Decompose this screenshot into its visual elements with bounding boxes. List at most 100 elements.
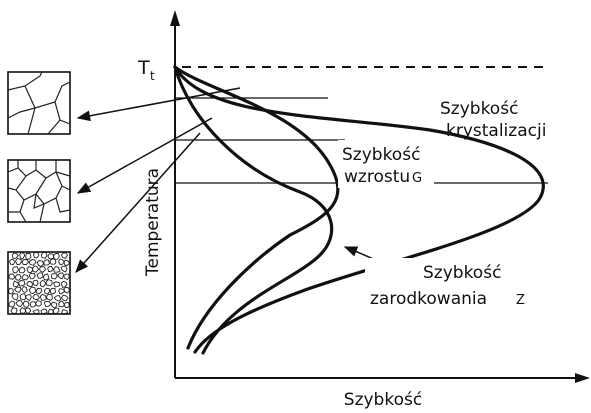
nucleation-label: Szybkość zarodkowania Z — [365, 258, 530, 310]
fine-grain-cell — [8, 258, 16, 265]
nucleation-label-line1: Szybkość — [423, 263, 501, 283]
crystallization-rate-curve — [173, 65, 545, 354]
arrow-to-fine-grains — [75, 132, 201, 274]
fine-grain-cell — [63, 302, 70, 309]
fine-grain-cell — [40, 308, 48, 314]
fine-grain-cell — [17, 280, 26, 287]
fine-grain-cell — [12, 266, 20, 274]
fine-grain-cell — [43, 300, 52, 308]
fine-grain-cell — [32, 252, 40, 259]
axes — [170, 10, 590, 383]
growth-label-line2: wzrostu — [344, 167, 410, 187]
fine-grain-cell — [57, 272, 64, 280]
fine-grain-cell — [63, 286, 70, 294]
fine-grain-cell — [60, 265, 68, 273]
grain-sample-fine — [7, 251, 71, 315]
y-axis-arrow — [170, 10, 180, 26]
fine-grain-cell — [28, 259, 37, 266]
fine-grain-cell — [32, 279, 39, 287]
coarse-grain-box — [7, 71, 71, 135]
fine-grain-cell — [32, 265, 40, 273]
medium-grain-boundaries — [7, 160, 71, 223]
fine-grain-cell — [57, 258, 65, 266]
grain-sample-medium — [7, 159, 71, 223]
nucleation-rate-curve — [173, 65, 334, 355]
coarse-grain-boundaries — [7, 71, 71, 135]
fine-grain-cell — [53, 265, 61, 273]
fine-grain-cell — [29, 301, 37, 308]
fine-grain-cell — [63, 259, 70, 266]
fine-grain-cell — [10, 307, 18, 314]
fine-grain-cell — [43, 259, 51, 266]
fine-grain-cell — [63, 273, 70, 281]
x-axis-title: Szybkość — [344, 390, 422, 410]
growth-label-background — [338, 140, 434, 188]
curves — [173, 65, 545, 355]
fine-grain-cell — [13, 286, 22, 293]
growth-label: Szybkość wzrostu G — [338, 140, 434, 188]
fine-grain-cell — [45, 293, 53, 301]
arrow-to-medium-grains — [76, 117, 213, 194]
fine-grain-cell — [39, 293, 48, 301]
fine-grain-cell — [18, 267, 26, 274]
fine-grain-cell — [39, 279, 47, 288]
fine-grain-cell — [26, 266, 34, 274]
tt-label-main: T — [137, 57, 150, 79]
fine-grain-cell — [45, 279, 53, 287]
fine-grain-cell — [60, 252, 68, 259]
fine-grain-cell — [52, 307, 60, 314]
fine-grain-cell — [34, 300, 42, 307]
nucleation-label-background — [365, 258, 530, 310]
fine-grain-cell — [53, 295, 62, 302]
fine-grain-cell — [19, 307, 27, 314]
x-axis-arrow — [575, 373, 590, 383]
crystallization-label-line1: Szybkość — [440, 99, 518, 119]
fine-grain-cell — [40, 252, 48, 259]
y-axis-title: Temperatura — [143, 168, 163, 277]
nucleation-symbol: Z — [516, 293, 525, 308]
fine-grain-cell — [24, 307, 32, 314]
fine-grain-cell — [28, 272, 36, 280]
tt-label-subscript: t — [150, 69, 155, 83]
fine-grain-cell — [38, 266, 47, 273]
fine-grain-cell — [8, 287, 14, 295]
fine-grain-cell — [14, 273, 22, 281]
growth-symbol: G — [412, 171, 422, 186]
arrow-to-coarse-grains — [76, 87, 241, 122]
nucleation-label-line2: zarodkowania — [370, 289, 487, 309]
fine-grain-cell — [50, 273, 58, 280]
fine-grain-cell — [60, 294, 69, 302]
fine-grain-cell — [11, 293, 19, 301]
fine-grain-cell — [21, 274, 29, 281]
fine-grain-cell — [32, 309, 40, 314]
fine-grain-cell — [42, 273, 50, 281]
fine-grain-cell — [24, 294, 32, 302]
fine-grain-cell — [52, 281, 61, 288]
fine-grain-cell — [49, 287, 56, 295]
fine-grain-cell — [21, 259, 30, 265]
fine-grain-cell — [61, 309, 69, 314]
fine-grain-cell — [14, 257, 22, 265]
fine-grain-boundaries — [8, 252, 70, 314]
fine-grain-cell — [28, 286, 37, 294]
growth-label-line1: Szybkość — [342, 145, 420, 165]
fine-grain-cell — [47, 308, 55, 314]
fine-grain-cell — [8, 300, 15, 308]
grain-sample-coarse — [7, 71, 71, 135]
fine-grain-cell — [49, 257, 57, 265]
fine-grain-cell — [35, 288, 43, 295]
fine-grain-cell — [52, 253, 60, 260]
fine-grain-cell — [8, 273, 16, 280]
fine-grain-cell — [21, 285, 28, 293]
fine-grain-cell — [19, 293, 27, 301]
crystallization-label-line2: krystalizacji — [446, 121, 546, 141]
fine-grain-cell — [36, 272, 44, 279]
fine-grain-cell — [15, 299, 24, 308]
grain-pointer-arrows — [75, 87, 241, 274]
fine-grain-cell — [32, 293, 40, 301]
fine-grain-cell — [60, 280, 68, 288]
growth-rate-curve — [173, 65, 340, 350]
fine-grain-cell — [58, 300, 65, 308]
fine-grain-cell — [19, 252, 26, 260]
